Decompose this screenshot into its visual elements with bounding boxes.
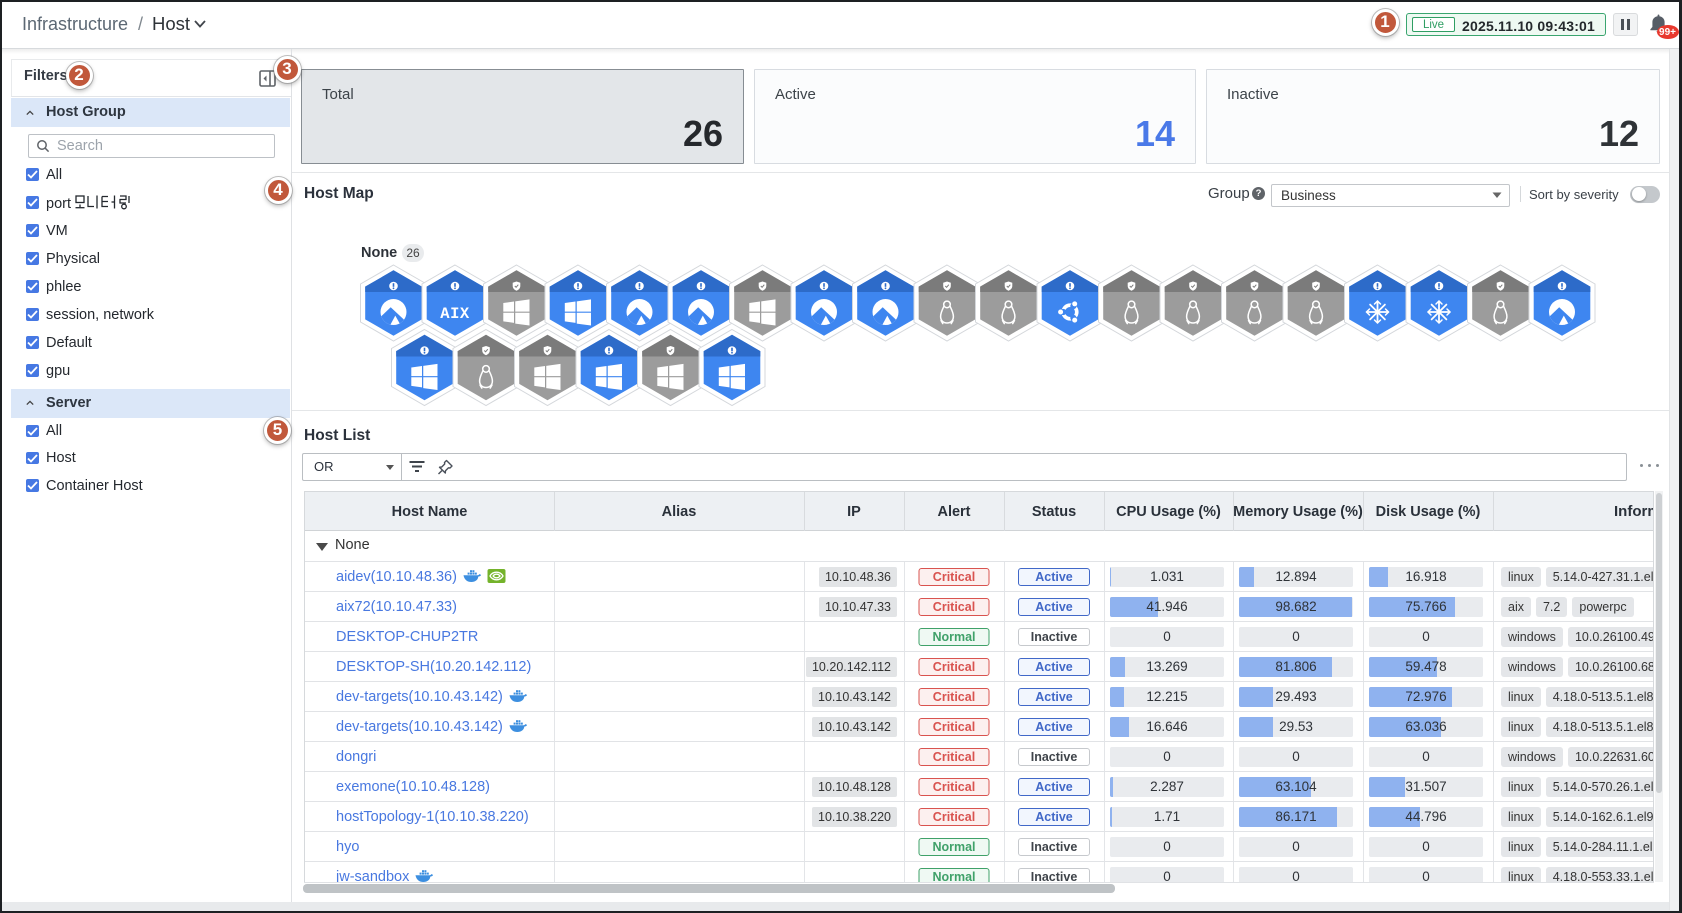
svg-text:AIX: AIX <box>440 305 470 323</box>
